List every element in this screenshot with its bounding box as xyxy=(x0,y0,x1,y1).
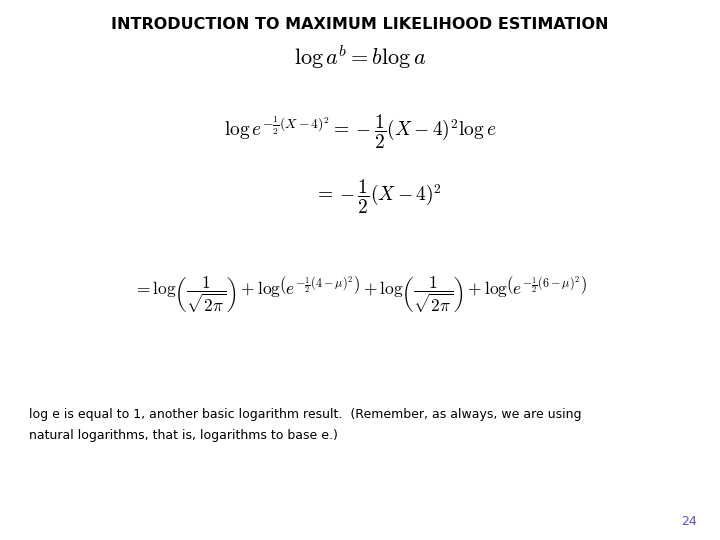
Text: 24: 24 xyxy=(681,515,697,528)
Text: $\log e^{-\frac{1}{2}(X-4)^2} = -\dfrac{1}{2}(X-4)^2 \log e$: $\log e^{-\frac{1}{2}(X-4)^2} = -\dfrac{… xyxy=(224,113,496,151)
Text: INTRODUCTION TO MAXIMUM LIKELIHOOD ESTIMATION: INTRODUCTION TO MAXIMUM LIKELIHOOD ESTIM… xyxy=(112,17,608,32)
Text: natural logarithms, that is, logarithms to base e.): natural logarithms, that is, logarithms … xyxy=(29,429,338,442)
Text: $\log a^b = b \log a$: $\log a^b = b \log a$ xyxy=(294,43,426,71)
Text: log e is equal to 1, another basic logarithm result.  (Remember, as always, we a: log e is equal to 1, another basic logar… xyxy=(29,408,581,421)
FancyBboxPatch shape xyxy=(25,22,698,240)
Text: $= \log\!\left(\dfrac{1}{\sqrt{2\pi}}\right) + \log\!\left(e^{-\frac{1}{2}(4-\mu: $= \log\!\left(\dfrac{1}{\sqrt{2\pi}}\ri… xyxy=(132,274,588,314)
Text: $= -\dfrac{1}{2}(X-4)^2$: $= -\dfrac{1}{2}(X-4)^2$ xyxy=(314,178,442,216)
